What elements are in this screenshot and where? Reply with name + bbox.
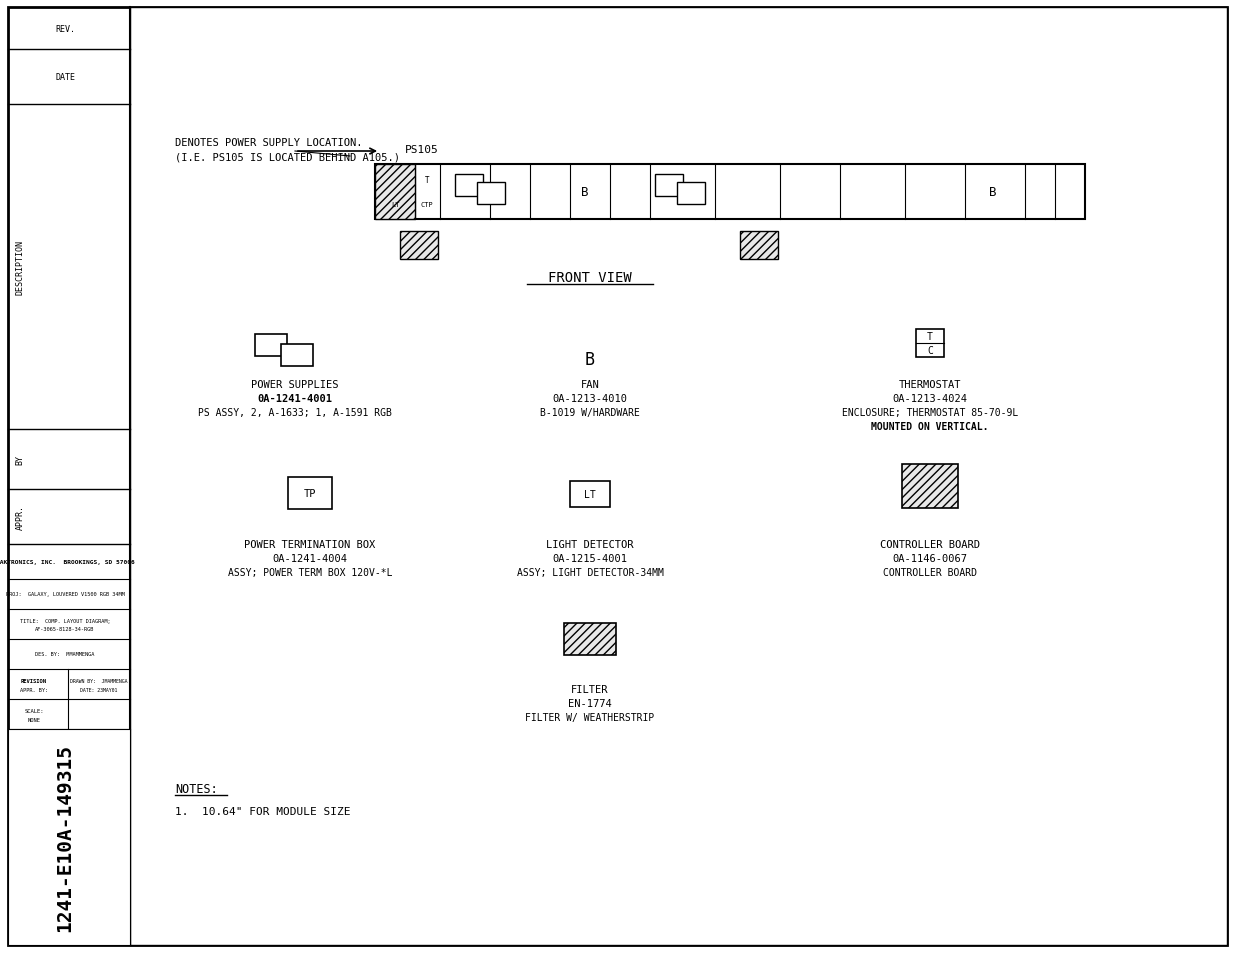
Text: POWER SUPPLIES: POWER SUPPLIES (251, 379, 338, 390)
Bar (375, 165, 1086, 220)
Text: T: T (927, 332, 932, 341)
Bar (254, 335, 287, 356)
Text: ENCLOSURE; THERMOSTAT 85-70-9L: ENCLOSURE; THERMOSTAT 85-70-9L (842, 408, 1018, 417)
Text: LIGHT DETECTOR: LIGHT DETECTOR (546, 539, 634, 550)
Text: DAKTRONICS, INC.  BROOKINGS, SD 57006: DAKTRONICS, INC. BROOKINGS, SD 57006 (0, 559, 135, 564)
Text: PROJ:  GALAXY, LOUVERED V1500 RGB 34MM: PROJ: GALAXY, LOUVERED V1500 RGB 34MM (6, 592, 125, 597)
Text: TP: TP (304, 489, 316, 498)
Text: 0A-1241-4004: 0A-1241-4004 (273, 554, 347, 563)
Text: B: B (989, 186, 997, 199)
Text: REVISION: REVISION (21, 679, 47, 684)
Bar (477, 183, 505, 205)
Text: AF-3065-8128-34-RGB: AF-3065-8128-34-RGB (36, 627, 95, 632)
Text: 0A-1215-4001: 0A-1215-4001 (552, 554, 627, 563)
Text: NOTES:: NOTES: (175, 782, 217, 796)
Text: SCALE:: SCALE: (25, 709, 43, 714)
Text: PS ASSY, 2, A-1633; 1, A-1591 RGB: PS ASSY, 2, A-1633; 1, A-1591 RGB (198, 408, 391, 417)
Text: B: B (585, 351, 595, 369)
Text: 0A-1146-0067: 0A-1146-0067 (893, 554, 967, 563)
Bar (7, 729, 130, 945)
Bar (288, 477, 332, 510)
Text: ASSY; POWER TERM BOX 120V-*L: ASSY; POWER TERM BOX 120V-*L (227, 567, 393, 578)
Text: ASSY; LIGHT DETECTOR-34MM: ASSY; LIGHT DETECTOR-34MM (516, 567, 663, 578)
Text: BY: BY (16, 455, 25, 464)
Text: CONTROLLER BOARD: CONTROLLER BOARD (881, 539, 981, 550)
Text: 0A-1213-4010: 0A-1213-4010 (552, 394, 627, 403)
Text: APPR.: APPR. (16, 504, 25, 530)
Text: CTP: CTP (421, 201, 433, 208)
Text: B-1019 W/HARDWARE: B-1019 W/HARDWARE (540, 408, 640, 417)
Text: THERMOSTAT: THERMOSTAT (899, 379, 961, 390)
Text: 1.  10.64" FOR MODULE SIZE: 1. 10.64" FOR MODULE SIZE (175, 806, 351, 816)
Bar (916, 330, 944, 357)
Bar (130, 8, 1228, 945)
Bar (902, 464, 958, 509)
Bar (400, 232, 438, 260)
Bar (282, 345, 312, 367)
Text: TITLE:  COMP. LAYOUT DIAGRAM;: TITLE: COMP. LAYOUT DIAGRAM; (20, 618, 110, 624)
Text: FRONT VIEW: FRONT VIEW (548, 271, 632, 285)
Bar (564, 623, 616, 656)
Text: APPR. BY:: APPR. BY: (20, 688, 48, 693)
Text: POWER TERMINATION BOX: POWER TERMINATION BOX (245, 539, 375, 550)
Text: C: C (927, 346, 932, 355)
Text: DESCRIPTION: DESCRIPTION (16, 240, 25, 294)
Text: CONTROLLER BOARD: CONTROLLER BOARD (883, 567, 977, 578)
Text: DRAWN BY:  JMAMMENGA: DRAWN BY: JMAMMENGA (70, 679, 127, 684)
Text: T: T (425, 175, 430, 185)
Bar (571, 481, 610, 507)
Text: 0A-1213-4024: 0A-1213-4024 (893, 394, 967, 403)
Text: 1241-E10A-149315: 1241-E10A-149315 (56, 743, 74, 931)
Text: DENOTES POWER SUPPLY LOCATION.: DENOTES POWER SUPPLY LOCATION. (175, 138, 363, 148)
Text: LT: LT (584, 490, 595, 499)
Text: EN-1774: EN-1774 (568, 699, 611, 708)
Bar (375, 165, 415, 220)
Text: MOUNTED ON VERTICAL.: MOUNTED ON VERTICAL. (871, 421, 989, 432)
Text: REV.: REV. (56, 25, 75, 33)
Bar (740, 232, 778, 260)
Bar (677, 183, 705, 205)
Bar (454, 174, 483, 196)
Text: PS105: PS105 (405, 145, 438, 154)
Text: DES. BY:  MMAMMENGA: DES. BY: MMAMMENGA (36, 652, 95, 657)
Text: FAN: FAN (580, 379, 599, 390)
Bar (655, 174, 683, 196)
Text: 0A-1241-4001: 0A-1241-4001 (258, 394, 332, 403)
Text: B: B (582, 186, 589, 199)
Text: FILTER W/ WEATHERSTRIP: FILTER W/ WEATHERSTRIP (525, 712, 655, 722)
Text: FILTER: FILTER (572, 684, 609, 695)
Text: LT: LT (390, 201, 399, 208)
Text: (I.E. PS105 IS LOCATED BEHIND A105.): (I.E. PS105 IS LOCATED BEHIND A105.) (175, 152, 400, 162)
Text: DATE: DATE (56, 73, 75, 82)
Text: DATE: 23MAY01: DATE: 23MAY01 (80, 688, 117, 693)
Text: NONE: NONE (27, 718, 41, 722)
